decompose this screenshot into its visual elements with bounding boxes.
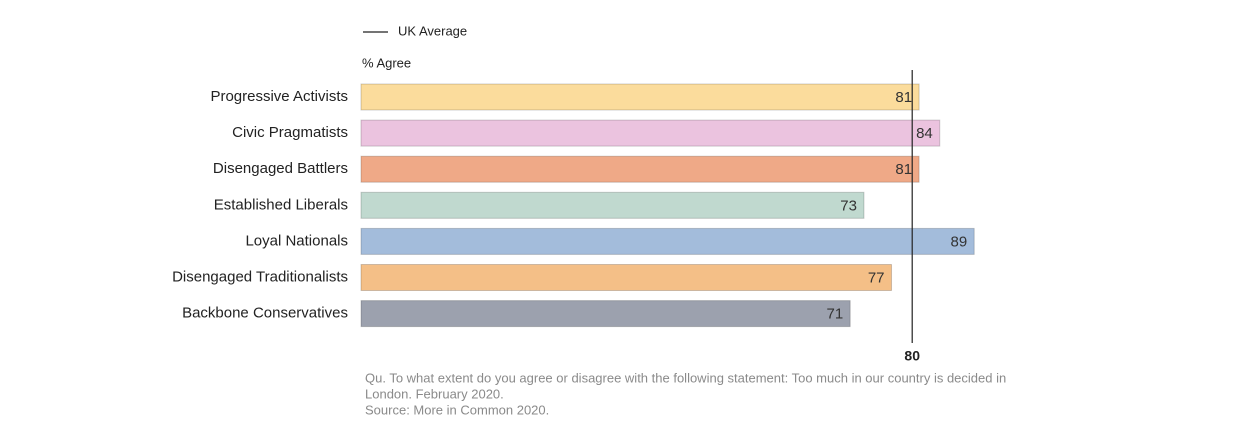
category-label: Established Liberals bbox=[214, 196, 348, 213]
category-label: Disengaged Traditionalists bbox=[172, 268, 348, 285]
bar bbox=[360, 227, 975, 255]
value-label: 77 bbox=[868, 269, 885, 286]
axis-label: % Agree bbox=[362, 55, 411, 70]
value-label: 89 bbox=[951, 233, 968, 250]
bar bbox=[360, 83, 920, 111]
footnote: Qu. To what extent do you agree or disag… bbox=[365, 370, 1006, 385]
reference-value: 80 bbox=[904, 348, 920, 364]
category-label: Loyal Nationals bbox=[245, 232, 348, 249]
bar bbox=[360, 264, 893, 291]
value-label: 81 bbox=[895, 89, 912, 106]
value-label: 81 bbox=[895, 161, 912, 178]
category-label: Disengaged Battlers bbox=[213, 160, 348, 177]
category-label: Progressive Activists bbox=[210, 88, 348, 105]
bar bbox=[360, 155, 920, 183]
legend-label: UK Average bbox=[398, 23, 467, 38]
bar bbox=[360, 300, 851, 328]
bar bbox=[360, 119, 941, 147]
category-label: Civic Pragmatists bbox=[232, 124, 348, 141]
value-label: 73 bbox=[840, 197, 857, 214]
value-label: 84 bbox=[916, 125, 933, 142]
category-label: Backbone Conservatives bbox=[182, 305, 348, 322]
footnote: Source: More in Common 2020. bbox=[365, 402, 549, 417]
value-label: 71 bbox=[827, 306, 844, 323]
bar bbox=[360, 191, 865, 219]
footnote: London. February 2020. bbox=[365, 386, 504, 401]
